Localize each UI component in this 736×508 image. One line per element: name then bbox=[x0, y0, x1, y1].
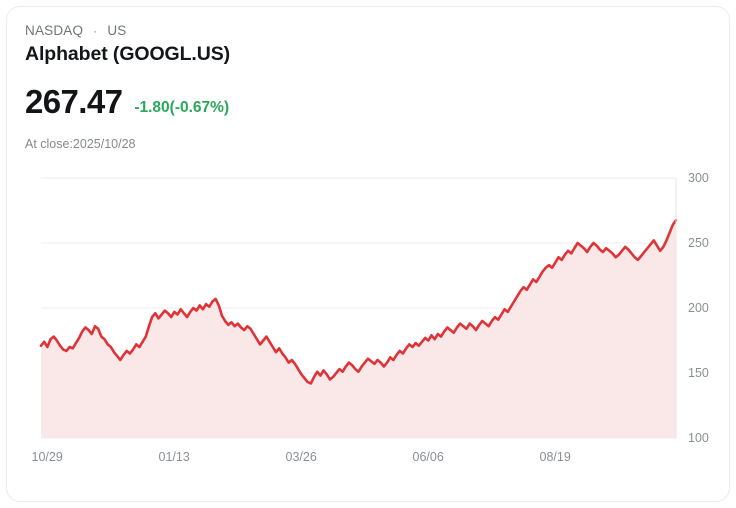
y-axis-tick: 100 bbox=[688, 431, 709, 445]
x-axis-tick: 10/29 bbox=[31, 450, 63, 464]
x-axis-tick: 03/26 bbox=[285, 450, 317, 464]
close-timestamp: At close:2025/10/28 bbox=[25, 137, 136, 151]
stock-quote-card: NASDAQ · US Alphabet (GOOGL.US) 267.47 -… bbox=[6, 6, 730, 502]
exchange-label: NASDAQ bbox=[25, 23, 84, 38]
quote-header: NASDAQ · US Alphabet (GOOGL.US) 267.47 -… bbox=[25, 23, 230, 151]
price-row: 267.47 -1.80(-0.67%) bbox=[25, 85, 230, 118]
y-axis-tick: 250 bbox=[688, 236, 709, 250]
y-axis-tick: 150 bbox=[688, 366, 709, 380]
price-change: -1.80(-0.67%) bbox=[134, 98, 230, 116]
exchange-row: NASDAQ · US bbox=[25, 23, 230, 38]
gridlines bbox=[41, 177, 676, 439]
x-axis-tick: 06/06 bbox=[412, 450, 444, 464]
y-axis-tick: 200 bbox=[688, 301, 709, 315]
x-axis-tick: 01/13 bbox=[158, 450, 190, 464]
x-axis-tick: 08/19 bbox=[539, 450, 571, 464]
price-line bbox=[39, 218, 678, 385]
region-label: US bbox=[107, 23, 127, 38]
y-axis-tick: 300 bbox=[688, 171, 709, 185]
current-price: 267.47 bbox=[25, 83, 123, 120]
area-fill bbox=[41, 220, 676, 438]
page-title: Alphabet (GOOGL.US) bbox=[25, 43, 231, 65]
separator-dot: · bbox=[93, 24, 98, 38]
